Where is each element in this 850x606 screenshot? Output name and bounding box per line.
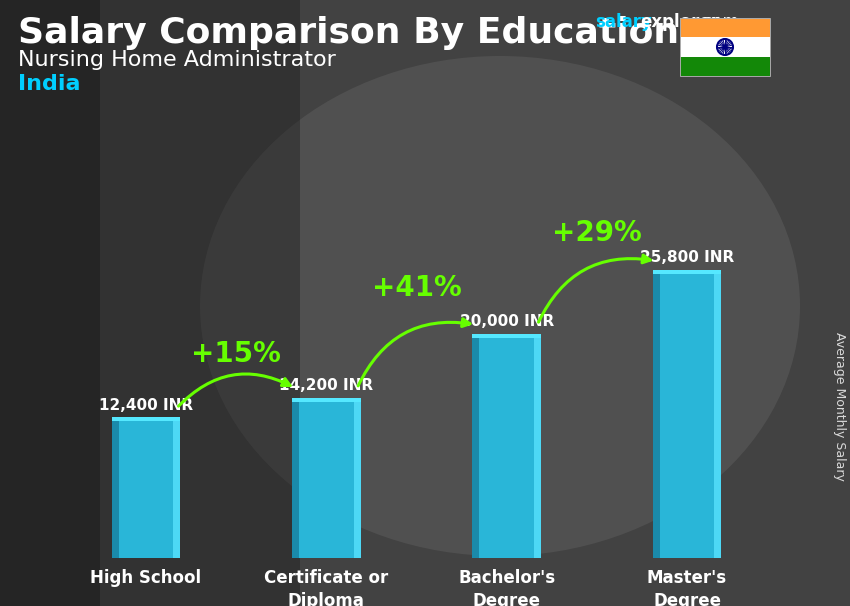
Polygon shape <box>715 274 722 558</box>
Polygon shape <box>653 274 722 558</box>
Polygon shape <box>173 421 180 558</box>
Polygon shape <box>534 338 541 558</box>
Text: Salary Comparison By Education: Salary Comparison By Education <box>18 16 679 50</box>
Text: 12,400 INR: 12,400 INR <box>99 398 193 413</box>
Polygon shape <box>292 402 360 558</box>
Bar <box>100 0 850 606</box>
Polygon shape <box>473 338 541 558</box>
Text: Nursing Home Administrator: Nursing Home Administrator <box>18 50 336 70</box>
FancyArrowPatch shape <box>539 255 650 322</box>
Text: 14,200 INR: 14,200 INR <box>280 378 373 393</box>
FancyArrowPatch shape <box>358 319 470 386</box>
Bar <box>0 0 300 606</box>
Ellipse shape <box>200 56 800 556</box>
Bar <box>680 38 770 57</box>
Polygon shape <box>292 402 299 558</box>
Polygon shape <box>111 421 118 558</box>
Polygon shape <box>653 274 660 558</box>
Bar <box>680 18 770 76</box>
Text: 20,000 INR: 20,000 INR <box>460 314 554 329</box>
Polygon shape <box>473 334 541 338</box>
Polygon shape <box>354 402 360 558</box>
Text: +15%: +15% <box>191 341 281 368</box>
Polygon shape <box>292 398 360 402</box>
Text: salary: salary <box>595 13 652 31</box>
Text: .com: .com <box>698 13 739 31</box>
Polygon shape <box>653 270 722 274</box>
Bar <box>680 18 770 38</box>
Text: +41%: +41% <box>371 275 462 302</box>
Polygon shape <box>473 338 479 558</box>
Text: Average Monthly Salary: Average Monthly Salary <box>833 331 846 481</box>
Circle shape <box>723 45 727 48</box>
Text: 25,800 INR: 25,800 INR <box>640 250 734 265</box>
Text: +29%: +29% <box>552 219 642 247</box>
Polygon shape <box>111 418 180 421</box>
Text: explorer: explorer <box>640 13 719 31</box>
Polygon shape <box>111 421 180 558</box>
Text: India: India <box>18 74 81 94</box>
FancyArrowPatch shape <box>178 374 290 406</box>
Bar <box>680 57 770 76</box>
